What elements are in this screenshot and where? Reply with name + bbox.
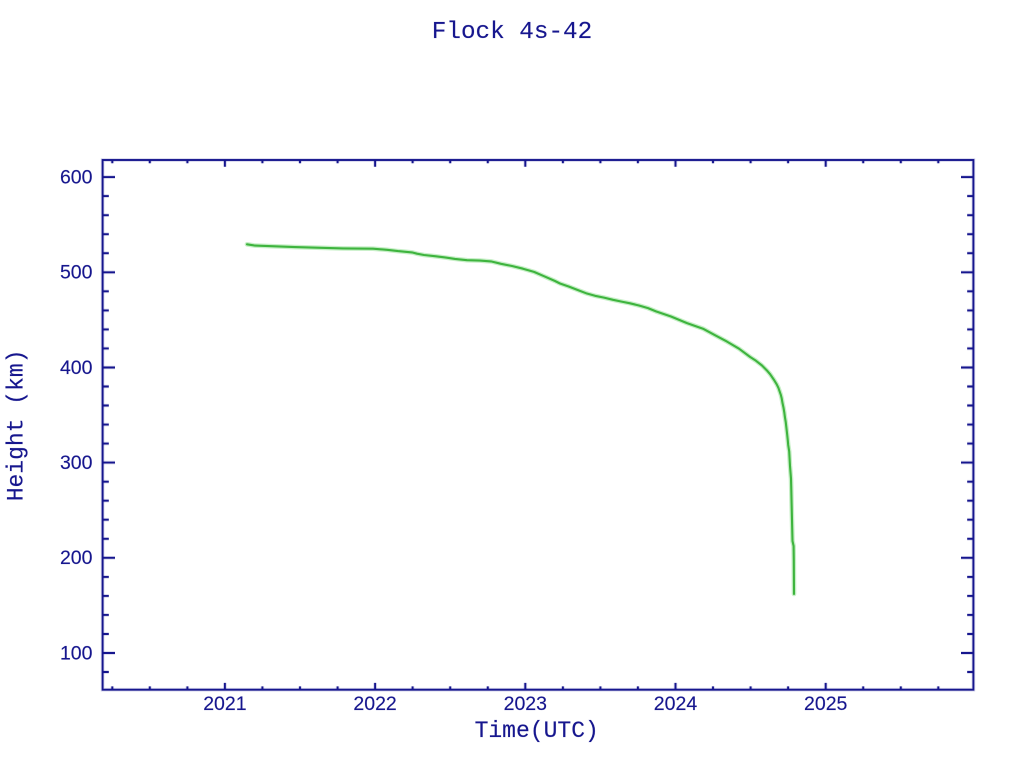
svg-text:300: 300 <box>60 452 93 474</box>
svg-text:600: 600 <box>60 167 93 189</box>
svg-text:200: 200 <box>60 547 93 569</box>
svg-text:Height (km): Height (km) <box>4 349 30 501</box>
svg-text:2023: 2023 <box>504 693 547 715</box>
svg-text:2022: 2022 <box>353 693 396 715</box>
svg-text:100: 100 <box>60 642 93 664</box>
svg-text:2024: 2024 <box>654 693 698 715</box>
svg-text:2025: 2025 <box>804 693 848 715</box>
svg-text:Flock 4s-42: Flock 4s-42 <box>432 19 592 46</box>
svg-text:500: 500 <box>60 262 93 284</box>
svg-text:2021: 2021 <box>203 693 246 715</box>
svg-text:Time(UTC): Time(UTC) <box>475 718 599 744</box>
svg-text:400: 400 <box>60 357 93 379</box>
